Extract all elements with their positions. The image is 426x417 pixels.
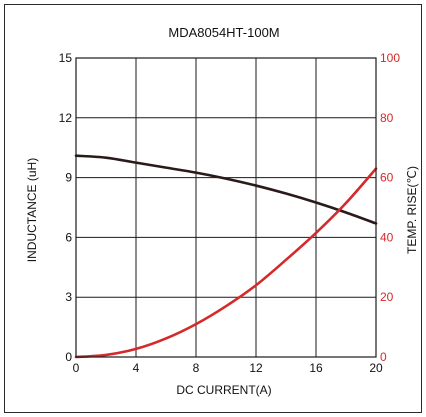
y2-tick-label: 100 <box>380 51 400 65</box>
series-line-temp-rise <box>74 167 378 359</box>
y2-tick-label: 20 <box>380 290 394 304</box>
y-tick-label: 9 <box>65 171 72 185</box>
x-tick-label: 12 <box>249 361 263 375</box>
x-tick-label: 0 <box>73 361 80 375</box>
series-line-inductance <box>74 154 378 225</box>
y2-tick-label: 80 <box>380 111 394 125</box>
y2-tick-label: 0 <box>380 350 387 364</box>
x-tick-label: 4 <box>133 361 140 375</box>
y2-tick-label: 40 <box>380 230 394 244</box>
y2-axis-ticks: 0 20 40 60 80 100 <box>380 51 400 364</box>
y-tick-label: 0 <box>65 350 72 364</box>
plot-border <box>75 57 377 358</box>
x-tick-label: 16 <box>309 361 323 375</box>
series-layer <box>74 154 378 359</box>
y2-axis-label: TEMP. RISE(℃) <box>405 166 419 254</box>
x-axis-ticks: 0 4 8 12 16 20 <box>73 361 383 375</box>
y-tick-label: 6 <box>65 230 72 244</box>
y-tick-label: 15 <box>59 51 73 65</box>
chart-title: MDA8054HT-100M <box>168 25 279 40</box>
x-axis-label: DC CURRENT(A) <box>176 383 271 397</box>
y-axis-label: INDUCTANCE (uH) <box>25 158 39 262</box>
chart-frame: MDA8054HT-100M 0 4 8 12 16 20 0 3 6 9 12 15 0 20 40 6… <box>4 4 422 413</box>
x-tick-label: 8 <box>193 361 200 375</box>
x-tick-label: 20 <box>369 361 383 375</box>
y-tick-label: 12 <box>59 111 73 125</box>
y-tick-label: 3 <box>65 290 72 304</box>
y-axis-ticks: 0 3 6 9 12 15 <box>59 51 73 364</box>
y2-tick-label: 60 <box>380 171 394 185</box>
